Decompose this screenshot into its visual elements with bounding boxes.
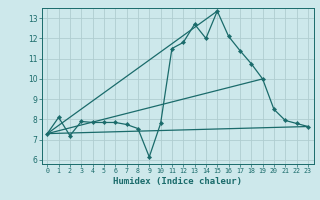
X-axis label: Humidex (Indice chaleur): Humidex (Indice chaleur) (113, 177, 242, 186)
